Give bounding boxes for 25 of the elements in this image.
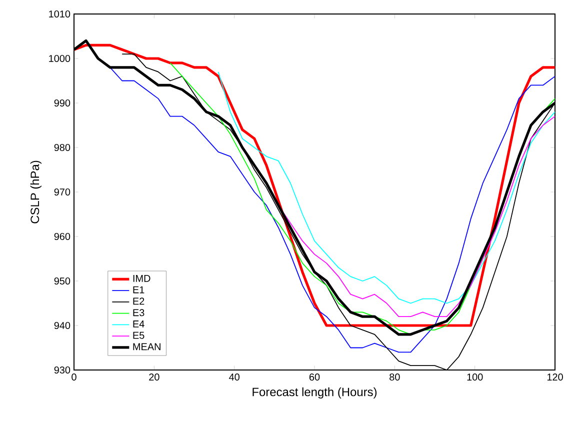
- x-tick-label: 80: [390, 374, 400, 381]
- x-tick-label: 20: [149, 374, 160, 381]
- y-tick-label: 970: [54, 188, 70, 196]
- y-tick-label: 990: [54, 99, 70, 107]
- x-tick-label: 40: [229, 374, 240, 381]
- y-tick-label: 950: [54, 277, 70, 285]
- legend-label: E3: [133, 309, 144, 316]
- x-tick-label: 60: [309, 374, 320, 381]
- x-tick-label: 100: [467, 374, 483, 381]
- legend-label: E5: [133, 332, 144, 339]
- y-tick-label: 930: [54, 366, 70, 374]
- y-tick-label: 980: [54, 144, 70, 152]
- y-tick-label: 940: [54, 322, 70, 330]
- y-tick-label: 1010: [49, 10, 70, 18]
- y-tick-label: 960: [54, 232, 70, 240]
- x-axis-title: Forecast length (Hours): [252, 387, 377, 399]
- legend-label: IMD: [133, 274, 150, 282]
- legend-label: E2: [133, 298, 144, 305]
- y-tick-label: 1000: [49, 54, 70, 62]
- legend-label: MEAN: [133, 343, 160, 350]
- y-axis-title: CSLP (hPa): [30, 160, 42, 224]
- x-tick-label: 120: [547, 374, 563, 381]
- x-tick-label: 0: [72, 374, 76, 381]
- legend-label: E4: [133, 320, 144, 328]
- legend-label: E1: [133, 286, 144, 294]
